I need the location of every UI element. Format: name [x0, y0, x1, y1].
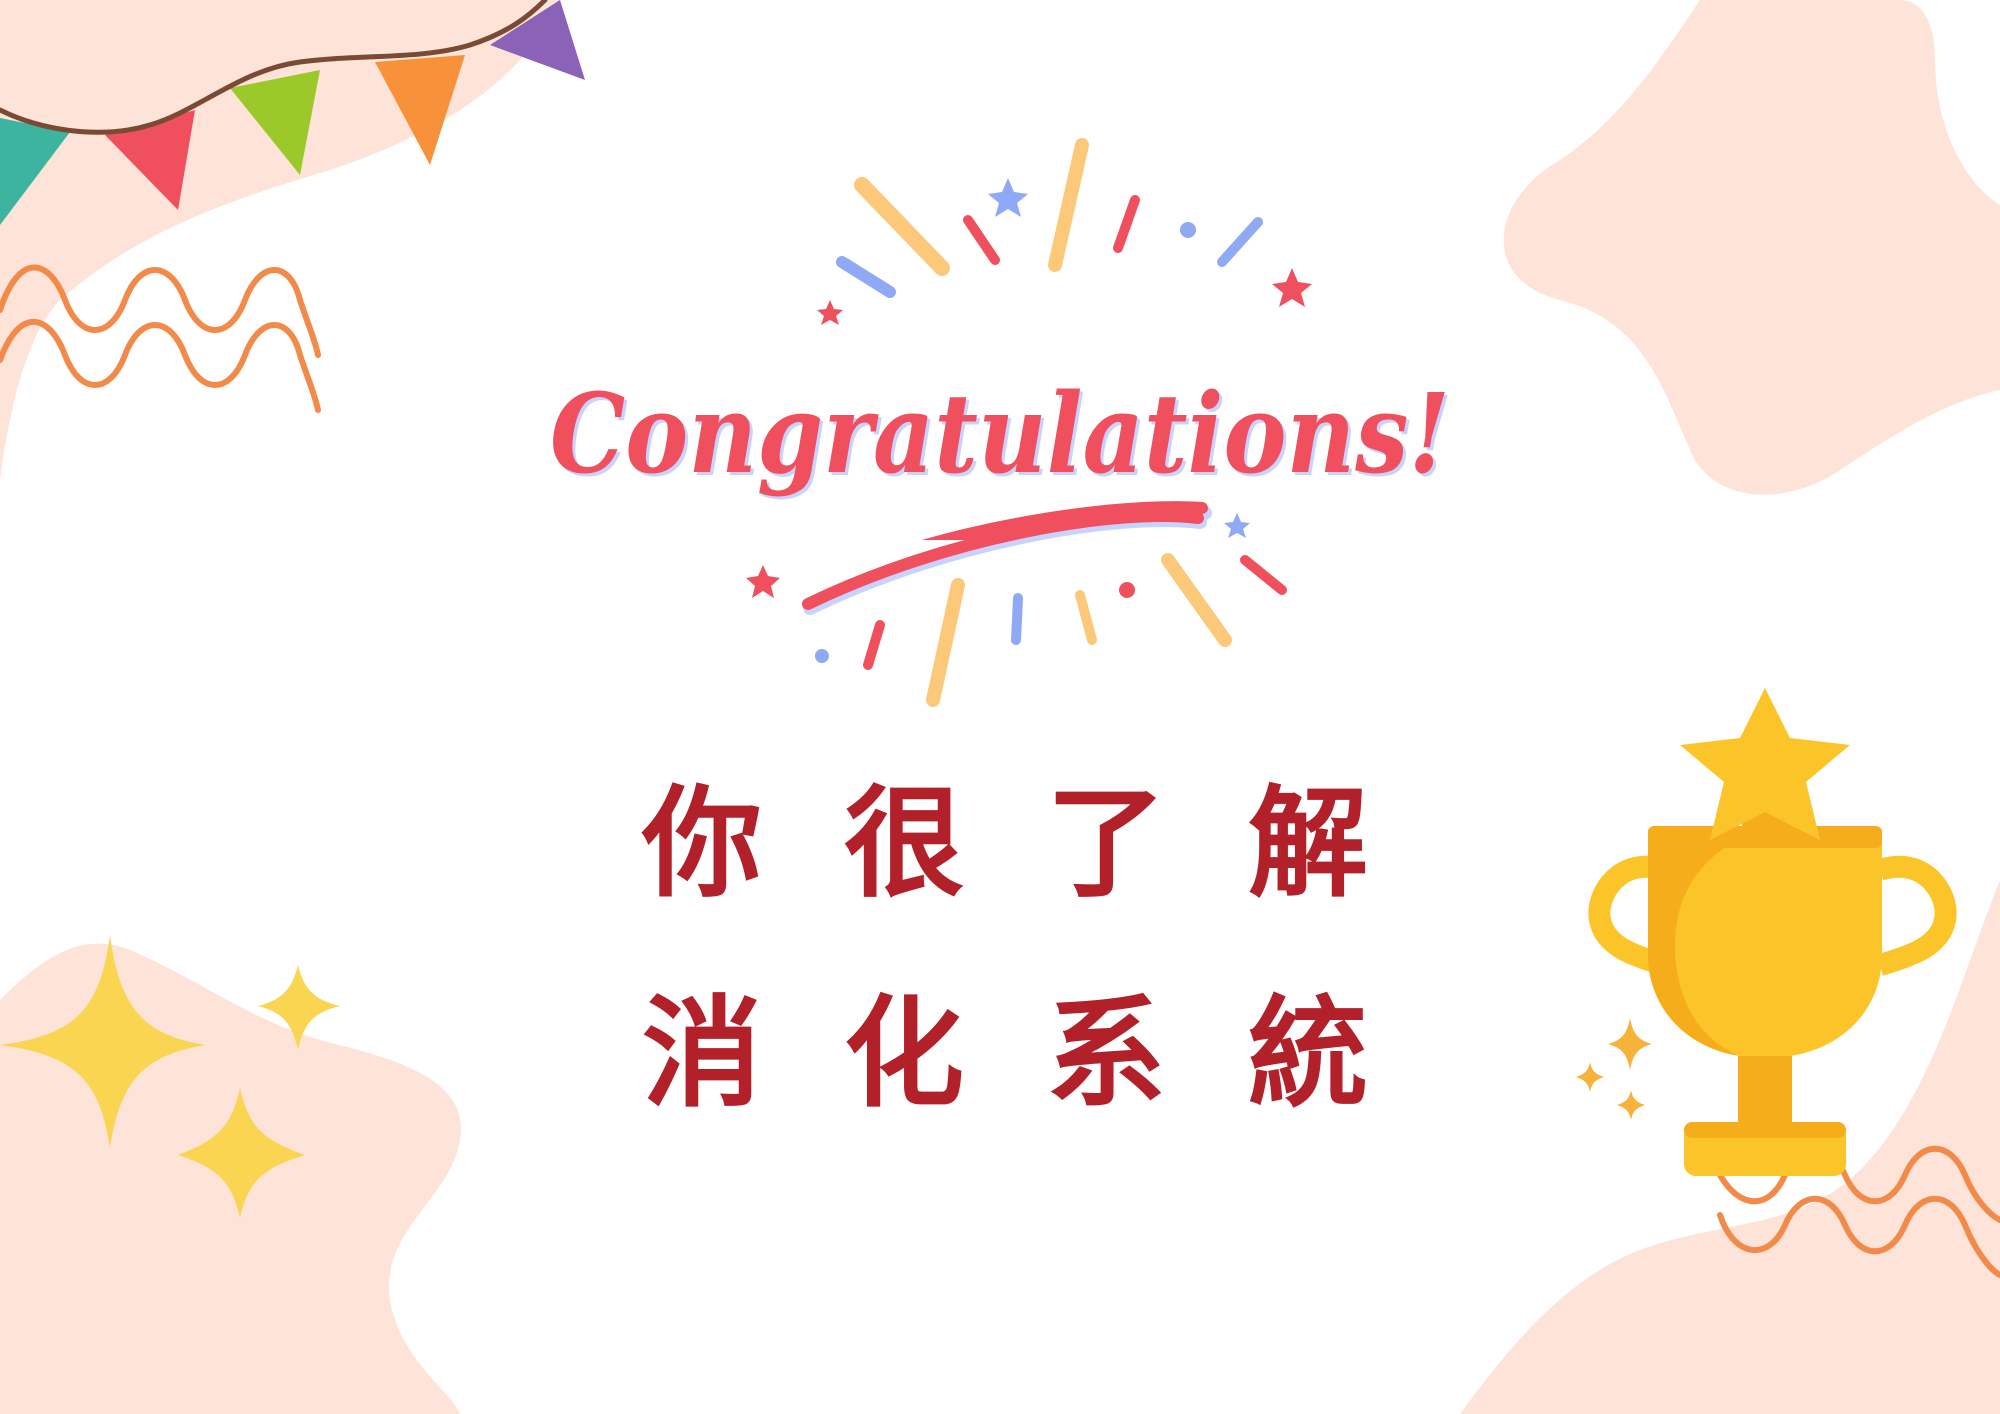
- burst-ray: [1161, 553, 1232, 647]
- trophy-cup-shade: [1648, 830, 1760, 1056]
- confetti-star: [988, 178, 1028, 217]
- trophy-stem: [1738, 1056, 1792, 1126]
- trophy-rim: [1648, 826, 1882, 848]
- confetti-star: [746, 565, 780, 598]
- squiggle-top-left-1: [0, 264, 321, 358]
- blob-bottom-right: [1460, 880, 2000, 1414]
- trophy-sparkle: [1608, 1018, 1652, 1070]
- burst-ray: [1011, 593, 1023, 645]
- confetti-star: [1272, 268, 1312, 307]
- burst-ray: [1217, 217, 1263, 267]
- burst-ray: [1048, 138, 1089, 272]
- trophy-handle-left: [1588, 855, 1669, 976]
- burst-ray: [854, 177, 950, 276]
- sparkle-large: [0, 935, 205, 1148]
- trophy-handle-right: [1876, 855, 1957, 976]
- bunting-string: [0, 0, 548, 135]
- confetti-dot: [1180, 222, 1196, 238]
- burst-ray: [1113, 195, 1140, 253]
- message-line-2: 消化系統: [642, 985, 1450, 1124]
- confetti-dot: [815, 649, 829, 663]
- trophy-star: [1680, 688, 1850, 840]
- trophy-base-shade: [1684, 1122, 1846, 1138]
- confetti-star: [817, 300, 843, 325]
- squiggle-bottom-right-2: [1717, 1195, 2000, 1278]
- confetti-star: [1224, 513, 1250, 538]
- flag-purple: [490, 0, 585, 80]
- confetti-dot: [1119, 582, 1135, 598]
- trophy-sparkle: [1576, 1062, 1604, 1092]
- blob-top-right: [1503, 0, 2000, 495]
- squiggle-top-left-2: [0, 318, 321, 413]
- burst-ray: [926, 578, 965, 707]
- headline-shadow: Congratulations!: [553, 380, 1453, 501]
- flag-teal: [0, 118, 70, 225]
- flag-green: [230, 70, 320, 175]
- burst-ray: [836, 256, 896, 298]
- sparkle-small: [258, 965, 340, 1050]
- sparkle-medium: [178, 1088, 305, 1218]
- message-line-1: 你很了解: [642, 775, 1450, 914]
- flag-red: [105, 110, 195, 210]
- burst-ray: [1075, 590, 1097, 645]
- headline-swash: [921, 501, 1208, 540]
- swash-line: [802, 510, 1204, 610]
- headline-text: Congratulations!: [550, 380, 1450, 498]
- trophy-sparkle: [1617, 1090, 1645, 1120]
- flag-orange: [375, 55, 465, 165]
- squiggle-bottom-right-1: [1717, 1145, 2000, 1223]
- trophy-cup: [1648, 830, 1882, 1058]
- burst-ray: [1240, 555, 1287, 595]
- burst-ray: [963, 215, 1000, 265]
- burst-ray: [863, 620, 885, 670]
